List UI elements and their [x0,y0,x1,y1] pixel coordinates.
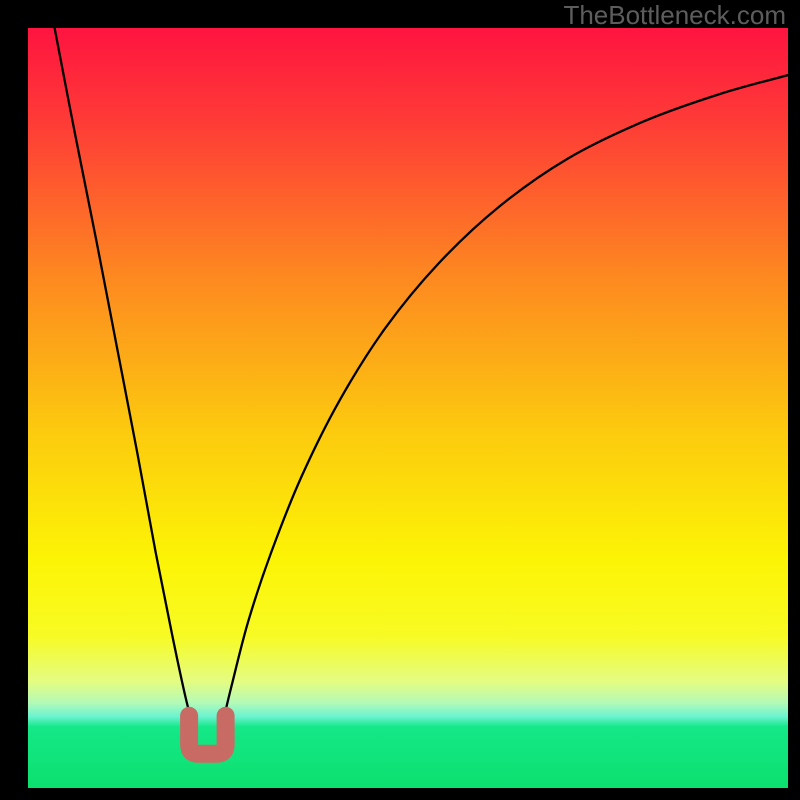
green-band [28,727,788,788]
chart-root: TheBottleneck.com [0,0,800,800]
gradient-background [28,28,788,727]
watermark-text: TheBottleneck.com [563,0,786,31]
